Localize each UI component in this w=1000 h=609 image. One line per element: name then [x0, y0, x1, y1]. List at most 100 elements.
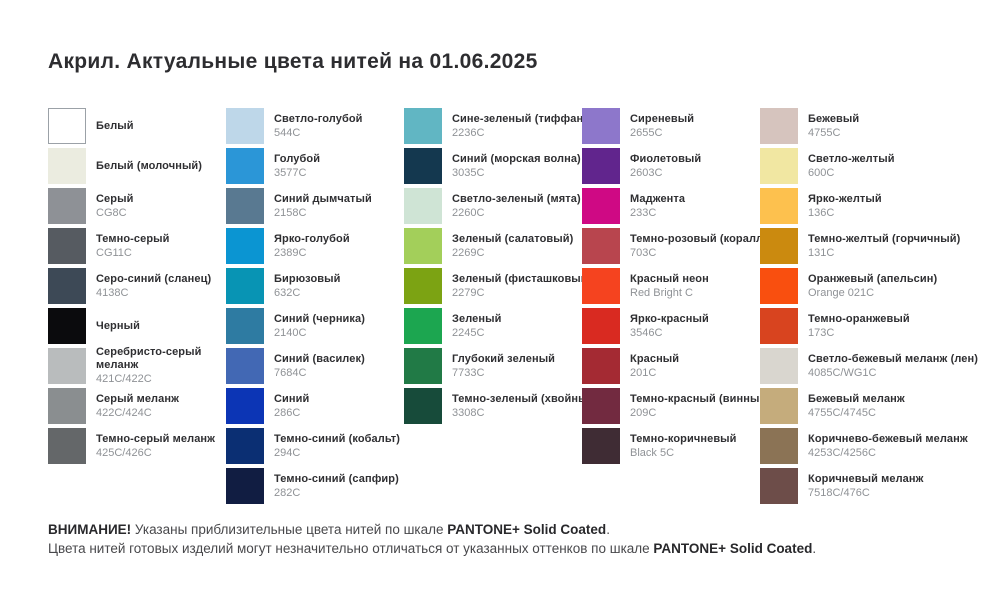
color-code: 544C [274, 126, 301, 139]
color-name: Ярко-красный [630, 312, 709, 325]
swatch-cell: Темно-коричневый Black 5C [582, 428, 760, 464]
color-name: Оранжевый (апельсин) [808, 272, 938, 285]
color-name: Фиолетовый [630, 152, 702, 165]
swatch-column-2: Светло-голубой 544C Голубой 3577C Синий дымч… [226, 108, 404, 508]
color-name: Светло-голубой [274, 112, 363, 125]
color-name: Ярко-голубой [274, 232, 350, 245]
swatch-column-1: Белый Белый (молочный) Серый CG8C Темно-серы… [48, 108, 226, 508]
swatch-cell: Темно-серый меланж 425C/426C [48, 428, 226, 464]
color-labels: Серый CG8C [96, 193, 133, 220]
swatch-cell: Белый (молочный) [48, 148, 226, 184]
color-code: 131C [808, 246, 835, 259]
swatch-cell: Темно-зеленый (хвойный) 3308C [404, 388, 598, 424]
color-name: Светло-желтый [808, 152, 895, 165]
color-code: CG11C [96, 246, 132, 259]
swatch-cell: Маджента 233C [582, 188, 760, 224]
footnote-text-1: Указаны приблизительные цвета нитей по ш… [131, 522, 448, 537]
color-swatch [226, 228, 264, 264]
color-name: Серый меланж [96, 392, 179, 405]
color-code: 7684C [274, 366, 307, 379]
color-code: 425C/426C [96, 446, 152, 459]
color-name: Серебристо-серый меланж [96, 346, 202, 371]
color-code: 421C/422C [96, 373, 152, 385]
color-swatch [582, 388, 620, 424]
color-name: Сиреневый [630, 112, 695, 125]
swatch-cell: Бежевый 4755C [760, 108, 938, 144]
page-title: Акрил. Актуальные цвета нитей на 01.06.2… [48, 50, 538, 73]
color-labels: Ярко-красный 3546C [630, 313, 709, 340]
color-labels: Коричнево-бежевый меланж 4253C/4256C [808, 433, 968, 460]
color-name: Темно-желтый (горчичный) [808, 232, 961, 245]
color-code: 233C [630, 206, 657, 219]
color-code: 632C [274, 286, 301, 299]
color-code: 2389C [274, 246, 307, 259]
color-swatch [760, 268, 798, 304]
color-code: 600C [808, 166, 835, 179]
color-swatch [582, 188, 620, 224]
color-name: Темно-зеленый (хвойный) [452, 392, 599, 405]
footnote: ВНИМАНИЕ! Указаны приблизительные цвета … [48, 520, 816, 558]
swatch-cell: Сине-зеленый (тиффани) 2236C [404, 108, 594, 144]
color-name: Белый (молочный) [96, 159, 203, 172]
color-labels: Черный [96, 320, 140, 333]
color-name: Красный [630, 352, 680, 365]
color-name: Синий (морская волна) [452, 152, 581, 165]
color-code: 173C [808, 326, 835, 339]
color-name: Зеленый (салатовый) [452, 232, 574, 245]
swatch-cell: Светло-бежевый меланж (лен) 4085C/WG1C [760, 348, 978, 384]
color-code: 4755C/4745C [808, 406, 876, 419]
color-swatch [48, 268, 86, 304]
color-labels: Светло-бежевый меланж (лен) 4085C/WG1C [808, 353, 978, 380]
pantone-scale-name-1: PANTONE+ Solid Coated [447, 522, 607, 537]
color-swatch [404, 388, 442, 424]
color-code: Red Bright C [630, 286, 693, 299]
color-code: 3577C [274, 166, 307, 179]
warning-label: ВНИМАНИЕ! [48, 522, 132, 537]
swatch-cell: Ярко-красный 3546C [582, 308, 760, 344]
color-code: 209C [630, 406, 657, 419]
color-labels: Темно-зеленый (хвойный) 3308C [452, 393, 598, 420]
color-labels: Серебристо-серый меланж 421C/422C [96, 346, 201, 386]
swatch-cell: Синий (морская волна) 3035C [404, 148, 582, 184]
color-labels: Фиолетовый 2603C [630, 153, 701, 180]
color-swatch [404, 188, 442, 224]
footnote-period-1: . [606, 522, 610, 537]
swatch-cell: Серебристо-серый меланж 421C/422C [48, 346, 226, 386]
swatch-cell: Темно-оранжевый 173C [760, 308, 938, 344]
color-labels: Красный 201C [630, 353, 679, 380]
color-code: 282C [274, 486, 301, 499]
color-labels: Темно-синий (сапфир) 282C [274, 473, 399, 500]
swatch-cell: Темно-синий (сапфир) 282C [226, 468, 404, 504]
color-swatch [226, 428, 264, 464]
color-name: Серо-синий (сланец) [96, 272, 212, 285]
color-code: 286C [274, 406, 301, 419]
swatch-cell: Светло-голубой 544C [226, 108, 404, 144]
color-labels: Серо-синий (сланец) 4138C [96, 273, 211, 300]
color-name: Синий (василек) [274, 352, 365, 365]
swatch-cell: Зеленый (салатовый) 2269C [404, 228, 582, 264]
color-swatch [226, 308, 264, 344]
color-code: 2603C [630, 166, 663, 179]
swatch-cell: Синий дымчатый 2158C [226, 188, 404, 224]
color-labels: Сине-зеленый (тиффани) 2236C [452, 113, 594, 140]
swatch-cell: Фиолетовый 2603C [582, 148, 760, 184]
color-labels: Бежевый 4755C [808, 113, 859, 140]
color-name: Темно-синий (сапфир) [274, 472, 399, 485]
color-code: 3308C [452, 406, 485, 419]
color-labels: Светло-голубой 544C [274, 113, 363, 140]
color-labels: Темно-синий (кобальт) 294C [274, 433, 400, 460]
color-swatch [48, 388, 86, 424]
swatch-cell: Темно-серый CG11C [48, 228, 226, 264]
color-code: 4085C/WG1C [808, 366, 877, 379]
swatch-cell: Бежевый меланж 4755C/4745C [760, 388, 938, 424]
color-name: Коричнево-бежевый меланж [808, 432, 968, 445]
color-swatch [226, 148, 264, 184]
swatch-cell: Бирюзовый 632C [226, 268, 404, 304]
color-swatch [582, 308, 620, 344]
color-swatch [48, 108, 86, 144]
color-swatch [404, 228, 442, 264]
color-swatch [582, 268, 620, 304]
color-swatch [48, 428, 86, 464]
color-labels: Белый (молочный) [96, 160, 202, 173]
